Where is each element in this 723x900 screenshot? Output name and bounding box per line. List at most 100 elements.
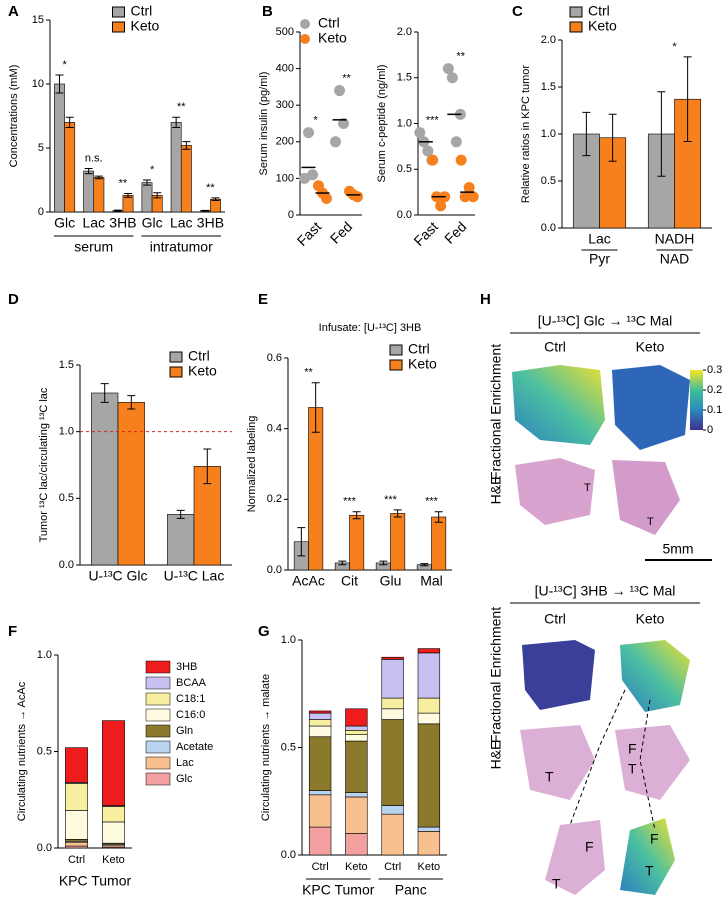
column-label: Keto: [636, 339, 665, 355]
significance: ***: [384, 494, 398, 506]
bar: [180, 145, 192, 213]
y-tick-label: 100: [276, 172, 294, 184]
group-label: serum: [74, 239, 113, 255]
legend-label: 3HB: [176, 661, 197, 673]
y-axis-label: Tumor ¹³C lac/circulating ¹³C lac: [38, 387, 50, 542]
error-bar: [297, 527, 306, 557]
bar-segment: [345, 796, 368, 834]
row-label: Fractional Enrichment: [488, 344, 504, 480]
column-label: Ctrl: [544, 611, 566, 627]
error-bar: [176, 509, 185, 519]
legend-swatch: [112, 6, 125, 18]
bar-segment: [417, 697, 441, 714]
legend-label: Ctrl: [318, 15, 340, 31]
region-label: T: [552, 876, 561, 892]
y-tick-label: 2.0: [541, 34, 556, 46]
bar-segment: [381, 719, 404, 806]
bar-segment: [417, 652, 441, 699]
bar: [54, 83, 65, 213]
bar: [83, 170, 95, 213]
bar-segment: [417, 826, 441, 832]
bar-segment: [345, 792, 368, 798]
y-axis-label: Relative ratios in KPC tumor: [520, 65, 532, 203]
legend-swatch: [145, 772, 171, 786]
significance: *: [672, 41, 677, 53]
x-tick-label: Glu: [380, 573, 402, 589]
error-bar: [657, 91, 666, 177]
legend-swatch: [569, 6, 583, 18]
legend-label: Keto: [318, 30, 347, 46]
y-tick-label: 1.0: [59, 426, 74, 438]
bar: [349, 514, 365, 571]
x-tick-label: Fast: [410, 218, 441, 249]
legend-swatch: [145, 708, 171, 722]
legend-label: Acetate: [176, 741, 213, 753]
data-point: [467, 191, 479, 203]
data-point: [334, 85, 346, 97]
panel-letter: F: [8, 623, 17, 640]
x-tick-label: Glc: [142, 215, 163, 231]
error-bar: [434, 511, 443, 523]
chart-title: Infusate: [U-¹³C] 3HB: [319, 322, 422, 334]
zoom-line: [569, 689, 656, 831]
colorbar-label: 0: [707, 424, 713, 436]
column-label: Ctrl: [544, 339, 566, 355]
y-axis-label: Normalized labeling: [246, 416, 258, 513]
bar-segment: [381, 656, 404, 660]
error-bar: [127, 395, 136, 410]
significance: **: [206, 182, 215, 194]
panel-letter: A: [8, 3, 19, 20]
x-tick-label: 3HB: [109, 215, 136, 231]
data-point: [414, 127, 426, 139]
x-tick-label: Fast: [294, 218, 325, 249]
significance: **: [177, 101, 186, 113]
y-tick-label: 1.5: [59, 359, 74, 371]
legend-swatch: [112, 21, 125, 33]
y-tick-label: 1.0: [397, 117, 412, 129]
bar-segment: [308, 712, 332, 720]
y-tick-label: 1.5: [397, 72, 412, 84]
significance: n.s.: [85, 152, 103, 164]
x-tick-label: 3HB: [197, 215, 224, 231]
bar-segment: [381, 697, 404, 710]
bar: [210, 198, 221, 213]
x-tick-label: Lac: [588, 231, 611, 247]
error-bar: [113, 209, 122, 212]
y-axis-label: Serum insulin (pg/ml): [258, 72, 270, 176]
significance: **: [342, 72, 351, 84]
he-image: [515, 458, 595, 525]
column-label: Keto: [636, 611, 665, 627]
colorbar-label: 0.3: [707, 364, 722, 376]
legend-swatch: [169, 351, 183, 363]
y-tick-label: 2.0: [397, 26, 412, 38]
y-tick-label: 0: [38, 206, 44, 218]
bar-segment: [65, 810, 88, 840]
legend-label: Ctrl: [188, 348, 210, 364]
legend-swatch: [389, 359, 403, 371]
he-image: [612, 460, 680, 535]
y-tick-label: 0.0: [59, 559, 74, 571]
panel-letter: D: [8, 291, 19, 308]
legend-swatch: [300, 19, 310, 29]
legend-label: C18:1: [176, 693, 205, 705]
error-bar: [420, 563, 429, 567]
heatmap: [512, 365, 605, 445]
error-bar: [201, 209, 210, 212]
bar-segment: [345, 740, 368, 793]
bar-segment: [102, 821, 125, 844]
error-bar: [65, 116, 74, 129]
scale-label: 5mm: [662, 541, 693, 557]
legend-label: Keto: [588, 18, 617, 34]
x-tick-label: Keto: [345, 861, 368, 873]
he-image: [520, 725, 595, 800]
bar-segment: [308, 736, 332, 791]
y-tick-label: 0.0: [397, 209, 412, 221]
data-point: [463, 182, 475, 194]
bar-segment: [308, 719, 332, 727]
legend-swatch: [145, 676, 171, 690]
data-point: [435, 200, 447, 212]
bar-segment: [308, 826, 332, 856]
significance: *: [150, 164, 155, 176]
y-tick-label: 0.5: [37, 745, 52, 757]
